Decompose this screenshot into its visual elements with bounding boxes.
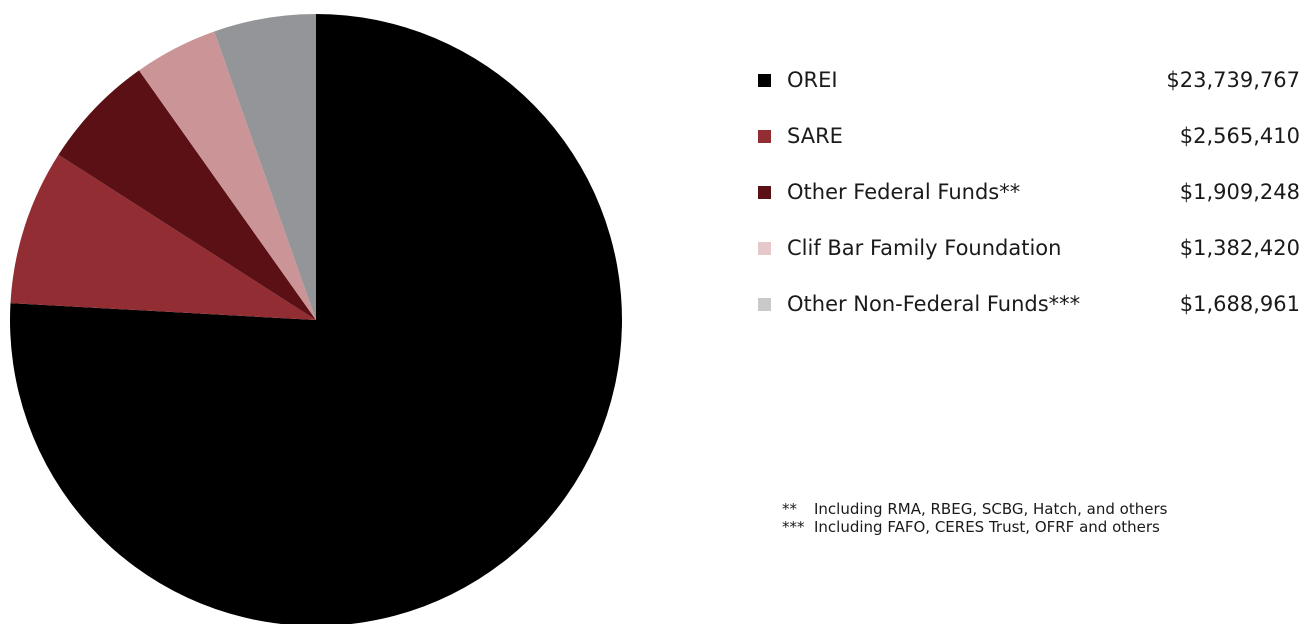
footnote-text: Including FAFO, CERES Trust, OFRF and ot… — [814, 518, 1160, 536]
legend-swatch-clif-bar — [758, 241, 771, 255]
footnote-federal: ** Including RMA, RBEG, SCBG, Hatch, and … — [782, 500, 1167, 518]
legend-value-other-federal: $1,909,248 — [1179, 180, 1300, 204]
legend-swatch-sare — [758, 129, 771, 143]
footnote-text: Including RMA, RBEG, SCBG, Hatch, and ot… — [814, 500, 1168, 518]
legend-value-orei: $23,739,767 — [1166, 68, 1300, 92]
legend-item-orei: OREI $23,739,767 — [752, 52, 1300, 108]
legend: OREI $23,739,767 SARE $2,565,410 Other F… — [752, 52, 1300, 332]
legend-swatch-other-federal — [758, 185, 771, 199]
footnote-mark: *** — [782, 518, 805, 536]
pie-slice-sare — [10, 154, 316, 320]
legend-swatch-orei — [758, 73, 771, 87]
legend-item-clif-bar: Clif Bar Family Foundation $1,382,420 — [752, 220, 1300, 276]
legend-label-orei: OREI — [787, 68, 838, 92]
legend-swatch-other-non-federal — [758, 297, 771, 311]
pie-slice-other-non-federal-funds — [214, 14, 316, 320]
legend-item-other-non-federal: Other Non-Federal Funds*** $1,688,961 — [752, 276, 1300, 332]
legend-label-other-non-federal: Other Non-Federal Funds*** — [787, 292, 1081, 316]
legend-value-clif-bar: $1,382,420 — [1179, 236, 1300, 260]
footnote-non-federal: *** Including FAFO, CERES Trust, OFRF and… — [782, 518, 1167, 536]
pie-slice-orei — [10, 14, 622, 624]
legend-item-sare: SARE $2,565,410 — [752, 108, 1300, 164]
legend-label-other-federal: Other Federal Funds** — [787, 180, 1021, 204]
legend-label-sare: SARE — [787, 124, 843, 148]
legend-item-other-federal: Other Federal Funds** $1,909,248 — [752, 164, 1300, 220]
pie-slice-clif-bar-family-foundation — [138, 31, 316, 320]
legend-value-sare: $2,565,410 — [1179, 124, 1300, 148]
legend-value-other-non-federal: $1,688,961 — [1179, 292, 1300, 316]
legend-label-clif-bar: Clif Bar Family Foundation — [787, 236, 1062, 260]
pie-chart — [10, 14, 622, 624]
footnote-mark: ** — [782, 500, 797, 518]
footnotes: ** Including RMA, RBEG, SCBG, Hatch, and … — [782, 500, 1167, 536]
pie-slice-other-federal-funds — [58, 70, 316, 320]
